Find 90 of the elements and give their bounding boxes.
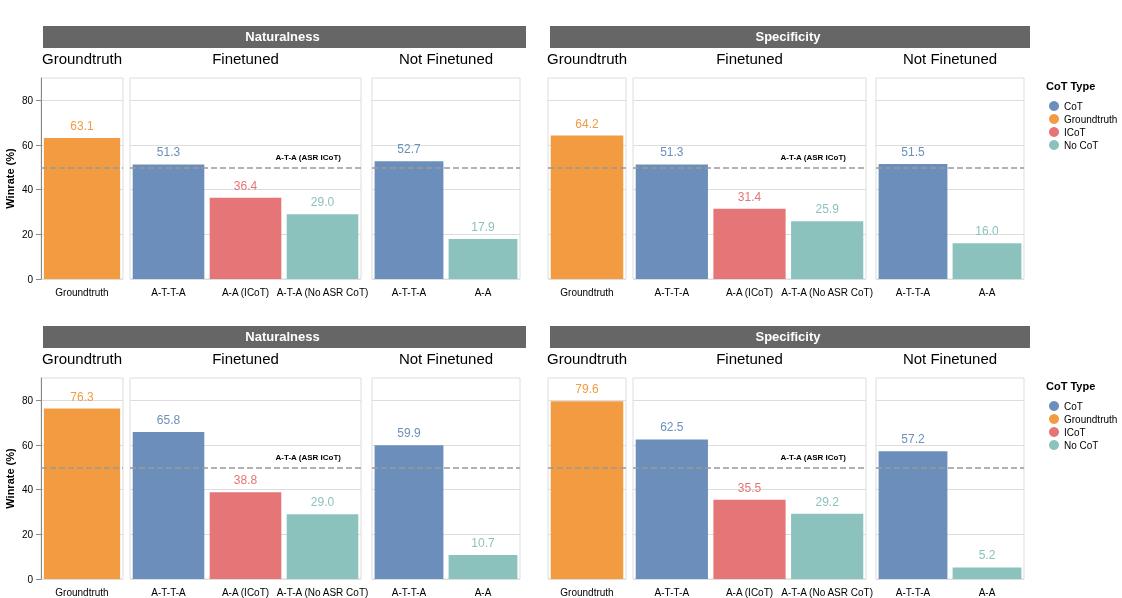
data-label: 57.2	[901, 432, 925, 447]
x-tick-label: A-T-T-A	[654, 586, 690, 598]
data-label: 16.0	[975, 224, 999, 239]
x-tick-label: A-T-T-A	[391, 286, 427, 298]
y-tick-label: 40	[21, 484, 34, 496]
x-tick-label: A-T-T-A	[151, 286, 187, 298]
y-tick-label: 80	[21, 94, 34, 106]
data-label: 31.4	[737, 189, 762, 204]
x-tick-label: A-A	[474, 586, 492, 598]
legend-label: CoT	[1064, 400, 1083, 412]
data-label: 62.5	[660, 420, 684, 435]
x-tick-label: Groundtruth	[560, 586, 614, 598]
text: Finetuned	[716, 350, 783, 367]
x-tick-label: A-A	[474, 286, 492, 298]
x-tick-label: A-T-A (No ASR CoT)	[276, 286, 369, 298]
text: Not Finetuned	[902, 50, 998, 67]
data-label: 51.3	[156, 145, 181, 160]
y-tick-label: 0	[27, 273, 34, 285]
data-label: 36.4	[233, 178, 258, 193]
chart-title: Specificity	[755, 29, 822, 44]
y-tick-label: 60	[21, 139, 34, 151]
data-label: 29.2	[815, 494, 840, 509]
legend-label: No CoT	[1064, 439, 1099, 451]
data-label: 79.6	[575, 382, 599, 397]
text: Finetuned	[212, 50, 279, 67]
legend-label: Groundtruth	[1064, 413, 1118, 425]
x-tick-label: A-T-T-A	[654, 286, 690, 298]
x-tick-label: A-A (ICoT)	[725, 286, 774, 298]
x-tick-label: A-A	[978, 586, 996, 598]
legend-label: No CoT	[1064, 139, 1099, 151]
x-tick-label: Groundtruth	[55, 586, 109, 598]
x-tick-label: A-A (ICoT)	[221, 286, 270, 298]
legend-title: CoT Type	[1046, 379, 1096, 392]
x-tick-label: A-T-T-A	[895, 286, 931, 298]
ref-line-label: A-T-A (ASR ICoT)	[275, 152, 342, 162]
legend-label: CoT	[1064, 100, 1083, 112]
chart-title: Specificity	[755, 329, 822, 344]
y-tick-label: 80	[21, 394, 34, 406]
x-tick-label: A-A (ICoT)	[221, 586, 270, 598]
y-tick-label: 0	[27, 573, 34, 585]
text: Groundtruth	[41, 50, 123, 67]
x-tick-label: A-T-A (No ASR CoT)	[781, 286, 874, 298]
x-tick-label: A-T-T-A	[391, 586, 427, 598]
data-label: 25.9	[815, 202, 840, 217]
data-label: 5.2	[978, 548, 996, 563]
text: Not Finetuned	[398, 50, 494, 67]
data-label: 64.2	[575, 116, 599, 131]
data-label: 59.9	[397, 426, 421, 441]
text: Groundtruth	[41, 350, 123, 367]
data-label: 51.5	[901, 144, 925, 159]
data-label: 63.1	[70, 119, 94, 134]
text: Finetuned	[212, 350, 279, 367]
x-tick-label: Groundtruth	[55, 286, 109, 298]
legend-label: Groundtruth	[1064, 113, 1118, 125]
y-tick-label: 40	[21, 184, 34, 196]
data-label: 17.9	[471, 220, 495, 235]
y-axis-title: Winrate (%)	[3, 447, 16, 509]
data-label: 29.0	[310, 195, 335, 210]
data-label: 38.8	[233, 473, 258, 488]
y-tick-label: 20	[21, 528, 34, 540]
legend-title: CoT Type	[1046, 79, 1096, 92]
y-tick-label: 20	[21, 228, 34, 240]
data-label: 35.5	[737, 480, 762, 495]
x-tick-label: A-T-T-A	[151, 586, 187, 598]
data-label: 65.8	[156, 413, 181, 428]
text: Finetuned	[716, 50, 783, 67]
text: Not Finetuned	[902, 350, 998, 367]
data-label: 52.7	[397, 142, 421, 157]
data-label: 76.3	[70, 389, 94, 404]
x-tick-label: A-A	[978, 286, 996, 298]
legend-label: ICoT	[1064, 126, 1086, 138]
x-tick-label: A-T-A (No ASR CoT)	[781, 586, 874, 598]
chart-title: Naturalness	[245, 329, 320, 344]
data-label: 10.7	[471, 536, 495, 551]
ref-line-label: A-T-A (ASR ICoT)	[275, 452, 342, 462]
ref-line-label: A-T-A (ASR ICoT)	[780, 152, 847, 162]
data-label: 51.3	[660, 145, 684, 160]
x-tick-label: A-A (ICoT)	[725, 586, 774, 598]
legend-label: ICoT	[1064, 426, 1086, 438]
data-label: 29.0	[310, 495, 335, 510]
text: Not Finetuned	[398, 350, 494, 367]
y-axis-title: Winrate (%)	[3, 147, 16, 209]
x-tick-label: Groundtruth	[560, 286, 614, 298]
ref-line-label: A-T-A (ASR ICoT)	[780, 452, 847, 462]
x-tick-label: A-T-T-A	[895, 586, 931, 598]
text: Groundtruth	[546, 350, 628, 367]
x-tick-label: A-T-A (No ASR CoT)	[276, 586, 369, 598]
text: Groundtruth	[546, 50, 628, 67]
y-tick-label: 60	[21, 439, 34, 451]
chart-title: Naturalness	[245, 29, 320, 44]
